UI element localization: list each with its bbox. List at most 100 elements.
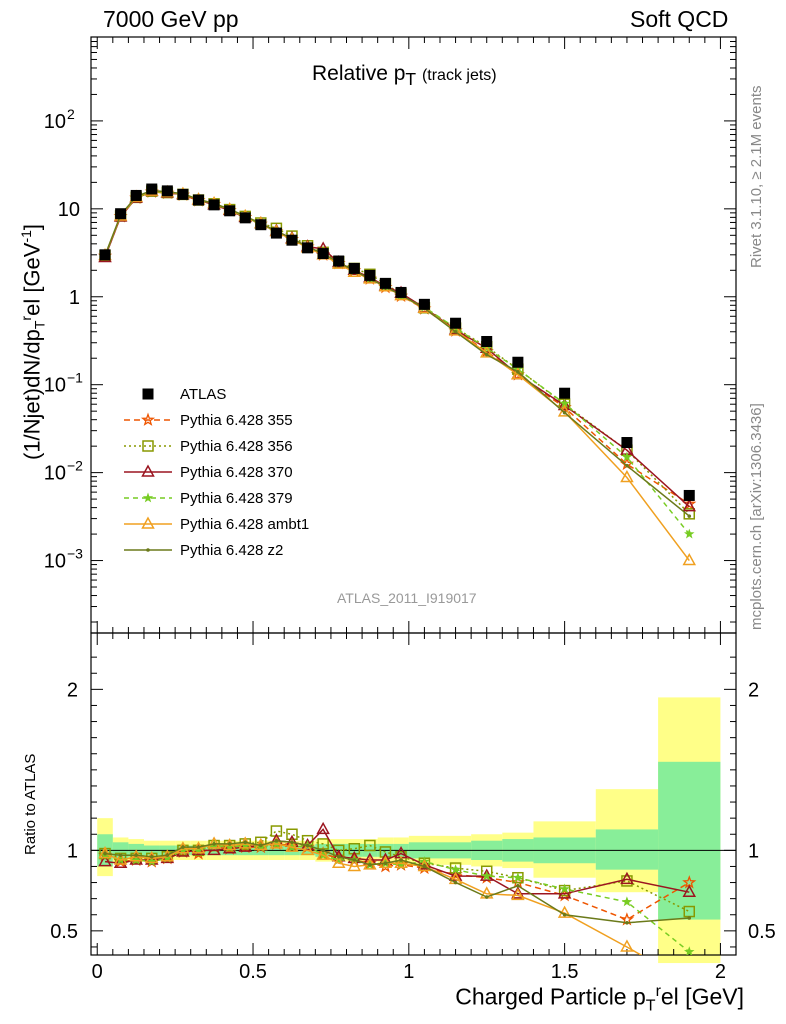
data-point: [348, 262, 360, 274]
ratio-point: [395, 859, 407, 870]
legend-label: Pythia 6.428 355: [180, 411, 293, 429]
ratio-point: [557, 905, 572, 918]
ratio-point: [98, 846, 112, 859]
ratio-point: [286, 828, 298, 840]
legend-swatch: [124, 464, 172, 477]
legend-entry: Pythia 6.428 ambt1: [120, 515, 309, 533]
ratio-point: [146, 856, 157, 867]
legend-entry: ATLAS: [120, 385, 226, 403]
y-tick-label-exponent: −2: [67, 458, 83, 474]
legend-swatch: [124, 412, 172, 426]
legend-entry: Pythia 6.428 379: [120, 489, 293, 507]
ratio-point: [240, 840, 251, 850]
ratio-series-pythia-6-428-ambt1: [98, 836, 643, 955]
band-inner-segment: [658, 761, 721, 920]
data-point: [453, 329, 458, 334]
ratio-point: [347, 858, 362, 872]
ratio-point: [316, 821, 330, 835]
legend-marker: [142, 440, 154, 452]
ratio-point: [300, 842, 315, 856]
ratio-y-tick-label: 1: [67, 840, 78, 862]
series-pythia-6-428-ambt1: [98, 183, 697, 566]
ratio-point: [113, 852, 128, 865]
y-tick-label-exponent: −3: [67, 546, 83, 562]
ratio-point: [103, 851, 107, 856]
source-label: mcplots.cern.ch [arXiv:1306.3436]: [748, 403, 765, 630]
ratio-point: [511, 886, 525, 899]
band-inner-segment: [595, 829, 659, 870]
legend-label: Pythia 6.428 z2: [180, 541, 284, 559]
data-point: [562, 410, 567, 415]
ratio-point: [621, 896, 633, 907]
ratio-point: [177, 844, 189, 855]
data-point: [512, 356, 524, 368]
data-point: [255, 219, 267, 231]
data-point: [286, 234, 298, 246]
ratio-point: [336, 854, 341, 859]
data-point: [239, 212, 251, 224]
category-label: Soft QCD: [630, 6, 729, 32]
legend-swatch: [124, 492, 172, 503]
data-point: [193, 194, 204, 206]
series-line: [104, 190, 690, 535]
series-line: [104, 190, 690, 508]
data-point: [621, 451, 633, 462]
data-point: [395, 286, 407, 298]
main-y-axis-text: (1/Njet)dN/dp: [19, 329, 45, 460]
y-tick-label: 10: [44, 551, 66, 573]
series-line: [104, 191, 690, 505]
rivet-label: Rivet 3.1.10, ≥ 2.1M events: [748, 85, 765, 269]
legend-label: Pythia 6.428 370: [180, 463, 293, 481]
data-point: [379, 277, 391, 289]
data-point: [99, 249, 111, 261]
series-pythia-6-428-355: [97, 184, 697, 510]
data-point: [682, 499, 697, 512]
legend-marker: [141, 516, 155, 529]
legend-label: Pythia 6.428 379: [180, 489, 293, 507]
data-point: [418, 298, 430, 310]
ratio-point: [149, 854, 154, 859]
data-point: [364, 269, 376, 281]
ratio-point: [620, 939, 634, 952]
ratio-y-axis-label: Ratio to ATLAS: [22, 753, 39, 855]
data-point: [161, 185, 173, 197]
legend-marker: [141, 464, 155, 477]
ratio-point: [162, 852, 173, 863]
ratio-point: [222, 841, 237, 854]
ratio-point: [625, 921, 629, 925]
ratio-point: [165, 853, 170, 857]
x-tick-label: 1.5: [551, 961, 579, 983]
x-axis-text: Charged Particle p: [455, 983, 646, 1010]
ratio-point: [511, 887, 525, 901]
ratio-point: [227, 842, 232, 846]
data-point: [146, 183, 158, 195]
ratio-point: [331, 855, 346, 868]
ratio-point: [422, 864, 427, 869]
ratio-point: [243, 840, 248, 845]
chart-title: Relative pT (track jets): [312, 62, 497, 90]
ratio-point: [364, 839, 376, 852]
ratio-point: [512, 872, 524, 883]
data-point: [333, 255, 345, 267]
ratio-point: [682, 884, 697, 897]
ratio-point: [118, 853, 123, 857]
data-point: [557, 397, 572, 411]
ratio-point: [285, 839, 299, 852]
ratio-y-tick-label-right: 0.5: [748, 921, 776, 943]
legend-label: Pythia 6.428 356: [180, 437, 293, 455]
data-point: [621, 437, 633, 449]
ratio-series-pythia-6-428-z2: [103, 838, 692, 925]
ratio-point: [193, 844, 204, 855]
data-point: [130, 189, 142, 201]
ratio-point: [144, 852, 159, 865]
data-point: [224, 205, 236, 217]
y-tick-label: 10: [44, 111, 66, 133]
data-point: [683, 508, 696, 520]
ratio-point: [399, 858, 403, 862]
legend-entry: Pythia 6.428 355: [120, 411, 293, 429]
ratio-point: [347, 850, 362, 864]
ratio-point: [212, 842, 216, 846]
ratio-point: [352, 858, 357, 862]
ratio-point: [620, 871, 634, 885]
